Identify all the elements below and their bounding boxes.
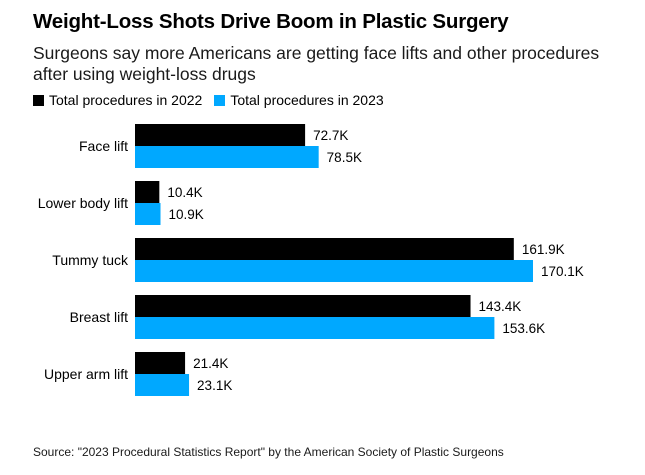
data-label-tummy-tuck-2023: 170.1K [541, 264, 584, 279]
bar-tummy-tuck-2022 [135, 238, 514, 260]
data-label-face-lift-2022: 72.7K [313, 128, 348, 143]
data-label-tummy-tuck-2022: 161.9K [522, 242, 565, 257]
legend-item-2022: Total procedures in 2022 [33, 92, 202, 108]
legend-swatch-2023 [214, 94, 226, 106]
legend-swatch-2022 [33, 94, 44, 106]
data-label-face-lift-2023: 78.5K [327, 150, 362, 165]
bar-breast-lift-2023 [135, 317, 495, 339]
legend-item-2023: Total procedures in 2023 [214, 92, 384, 108]
bar-tummy-tuck-2023 [135, 260, 533, 282]
data-label-upper-arm-lift-2022: 21.4K [193, 356, 228, 371]
data-label-breast-lift-2022: 143.4K [479, 299, 522, 314]
bar-face-lift-2023 [135, 146, 319, 168]
bar-lower-body-lift-2023 [135, 203, 161, 225]
bar-lower-body-lift-2022 [135, 181, 160, 203]
bar-upper-arm-lift-2023 [135, 374, 190, 396]
category-label-breast-lift: Breast lift [70, 309, 128, 325]
data-label-breast-lift-2023: 153.6K [502, 321, 545, 336]
chart-subtitle: Surgeons say more Americans are getting … [33, 43, 600, 84]
legend: Total procedures in 2022 Total procedure… [33, 92, 396, 108]
bar-breast-lift-2022 [135, 295, 471, 317]
chart-title: Weight-Loss Shots Drive Boom in Plastic … [33, 10, 509, 33]
category-label-lower-body-lift: Lower body lift [38, 195, 128, 211]
category-label-upper-arm-lift: Upper arm lift [44, 366, 128, 382]
bar-upper-arm-lift-2022 [135, 352, 186, 374]
source-note: Source: "2023 Procedural Statistics Repo… [33, 445, 504, 459]
bar-face-lift-2022 [135, 124, 306, 146]
data-label-upper-arm-lift-2023: 23.1K [197, 378, 232, 393]
category-label-face-lift: Face lift [79, 138, 128, 154]
legend-label-2023: Total procedures in 2023 [230, 92, 384, 108]
data-label-lower-body-lift-2022: 10.4K [167, 185, 202, 200]
legend-label-2022: Total procedures in 2022 [49, 92, 203, 108]
bar-chart: Face lift 72.7K 78.5K Lower body lift 10.4K 1… [38, 124, 584, 396]
category-label-tummy-tuck: Tummy tuck [52, 252, 129, 268]
data-label-lower-body-lift-2023: 10.9K [169, 207, 204, 222]
